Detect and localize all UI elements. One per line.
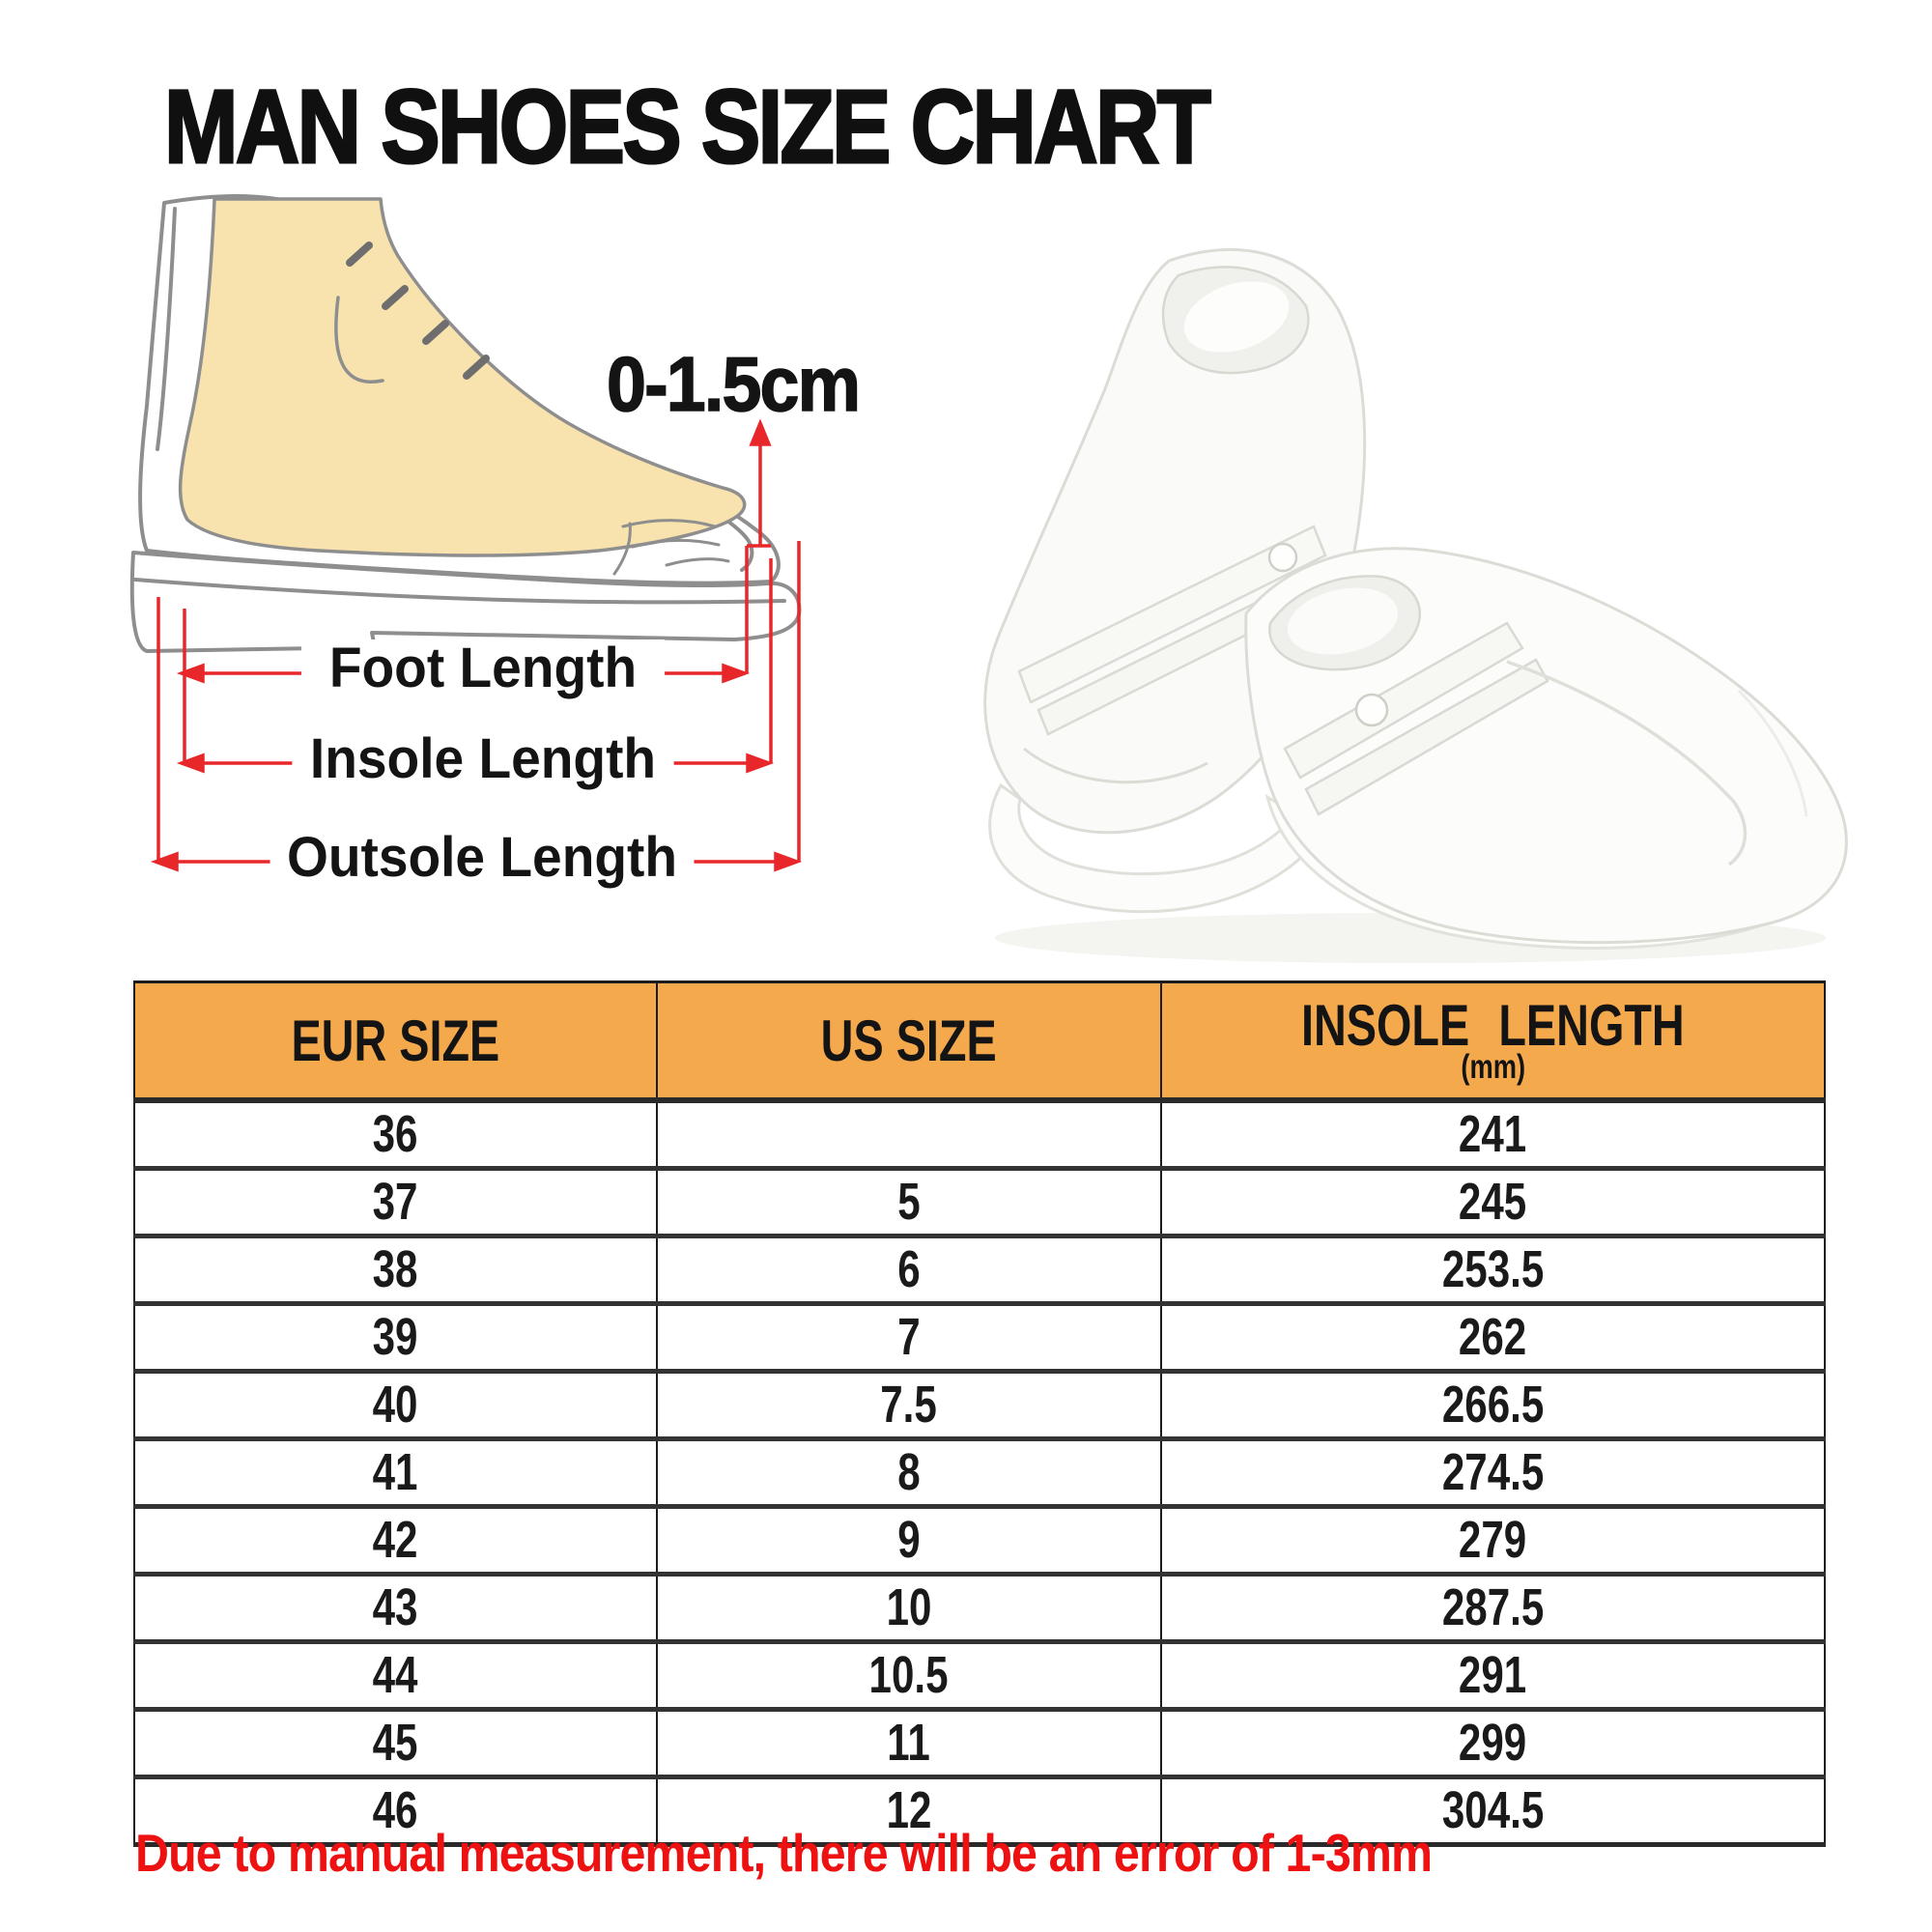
table-cell: 38 <box>133 1234 658 1306</box>
unit-note: (mm) <box>1461 1048 1525 1087</box>
foot-length-label: Foot Length <box>300 639 666 698</box>
table-cell: 6 <box>656 1234 1162 1306</box>
table-row: 44 10.5 291 <box>133 1639 1826 1712</box>
table-cell: 287.5 <box>1160 1572 1826 1644</box>
column-header-eur-size: EUR SIZE <box>133 980 658 1103</box>
table-cell: 39 <box>133 1301 658 1374</box>
loafer-front <box>1244 547 1848 950</box>
table-cell: 37 <box>133 1166 658 1238</box>
page-title: MAN SHOES SIZE CHART <box>163 67 1212 186</box>
table-cell: 36 <box>133 1097 658 1171</box>
table-cell: 7.5 <box>656 1369 1162 1441</box>
table-cell: 5 <box>656 1166 1162 1238</box>
size-table-body: 36 241 37 5 245 38 6 253.5 39 7 262 40 7.5 266.5 41 8 27… <box>133 1097 1826 1847</box>
table-cell: 279 <box>1160 1504 1826 1577</box>
outsole-length-label: Outsole Length <box>270 828 695 888</box>
table-cell: 7 <box>656 1301 1162 1374</box>
table-cell: 8 <box>656 1436 1162 1509</box>
foot-shape <box>178 197 747 576</box>
white-loafers-photo <box>983 248 1848 963</box>
table-cell: 262 <box>1160 1301 1826 1374</box>
table-cell: 40 <box>133 1369 658 1441</box>
table-row: 46 12 304.5 <box>133 1775 1826 1847</box>
table-cell: 245 <box>1160 1166 1826 1238</box>
table-cell: 41 <box>133 1436 658 1509</box>
table-row: 40 7.5 266.5 <box>133 1369 1826 1441</box>
table-cell: 274.5 <box>1160 1436 1826 1509</box>
table-cell: 266.5 <box>1160 1369 1826 1441</box>
table-row: 39 7 262 <box>133 1301 1826 1374</box>
table-row: 43 10 287.5 <box>133 1572 1826 1644</box>
table-cell: 241 <box>1160 1097 1826 1171</box>
table-cell: 43 <box>133 1572 658 1644</box>
table-cell: 44 <box>133 1639 658 1712</box>
table-cell: 10 <box>656 1572 1162 1644</box>
table-cell: 46 <box>133 1775 658 1847</box>
table-cell: 9 <box>656 1504 1162 1577</box>
lace-ticks <box>346 242 490 380</box>
insole-length-label: Insole Length <box>292 729 674 789</box>
size-table-header: EUR SIZE US SIZE INSOLE LENGTH (mm) <box>133 980 1826 1103</box>
table-cell: 11 <box>656 1707 1162 1779</box>
table-row: 45 11 299 <box>133 1707 1826 1779</box>
table-row: 36 241 <box>133 1097 1826 1171</box>
table-cell: 12 <box>656 1775 1162 1847</box>
toe-allowance-label: 0-1.5cm <box>606 341 861 427</box>
table-row: 42 9 279 <box>133 1504 1826 1577</box>
table-row: 37 5 245 <box>133 1166 1826 1238</box>
size-table: EUR SIZE US SIZE INSOLE LENGTH (mm) 36 24… <box>133 980 1826 1847</box>
table-cell <box>656 1097 1162 1171</box>
table-cell: 304.5 <box>1160 1775 1826 1847</box>
toe-crease-lines <box>612 519 730 576</box>
table-cell: 10.5 <box>656 1639 1162 1712</box>
table-cell: 299 <box>1160 1707 1826 1779</box>
table-cell: 42 <box>133 1504 658 1577</box>
table-row: 38 6 253.5 <box>133 1234 1826 1306</box>
column-header-us-size: US SIZE <box>656 980 1162 1103</box>
table-row: 41 8 274.5 <box>133 1436 1826 1509</box>
column-header-insole-length: INSOLE LENGTH (mm) <box>1160 980 1826 1103</box>
table-cell: 253.5 <box>1160 1234 1826 1306</box>
table-cell: 45 <box>133 1707 658 1779</box>
measurement-error-footnote: Due to manual measurement, there will be… <box>135 1823 1433 1883</box>
table-cell: 291 <box>1160 1639 1826 1712</box>
